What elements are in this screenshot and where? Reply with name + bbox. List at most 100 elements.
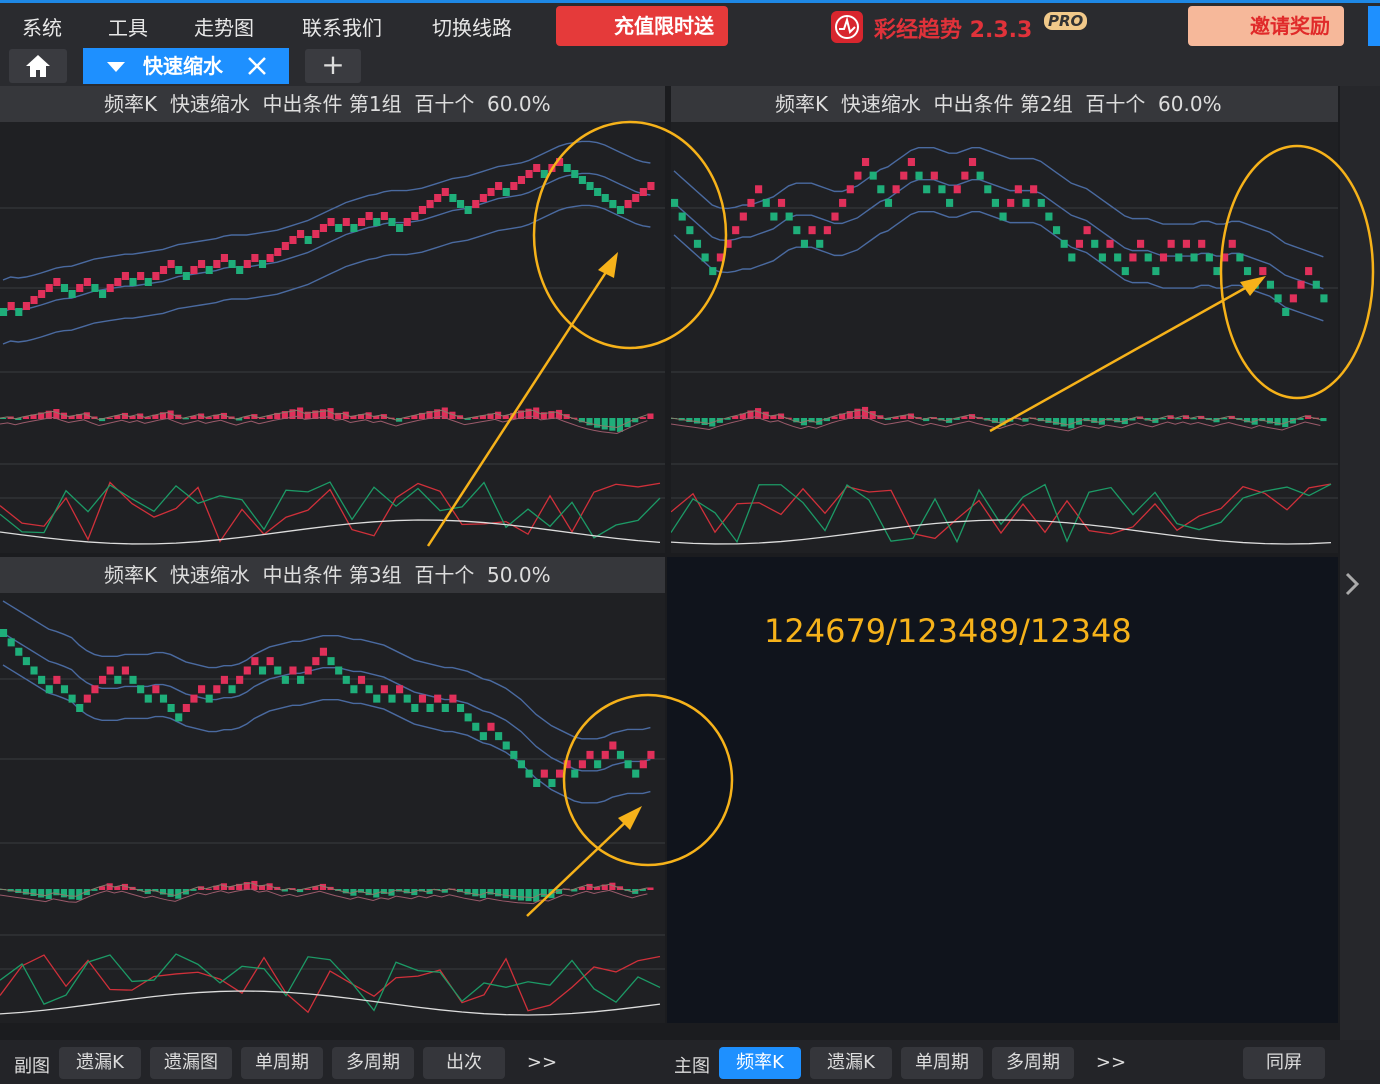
macd-bar (99, 886, 106, 890)
bar-button[interactable]: 遗漏图 (150, 1047, 232, 1079)
macd-bar (624, 889, 631, 891)
renko-box (38, 290, 46, 298)
macd-bar (350, 415, 357, 419)
bar-button[interactable]: 遗漏K (810, 1047, 892, 1079)
renko-box (258, 666, 267, 675)
macd-bar (586, 883, 593, 890)
renko-box (388, 218, 396, 226)
macd-bar (525, 408, 532, 419)
renko-box (167, 704, 175, 712)
renko-box (7, 638, 15, 647)
macd-bar (953, 418, 960, 420)
bar-button[interactable]: 同屏 (1243, 1047, 1325, 1079)
macd-bar (1060, 418, 1067, 427)
renko-box (388, 694, 396, 703)
macd-bar (22, 889, 29, 895)
macd-bar (357, 414, 365, 419)
macd-bar (144, 417, 151, 419)
renko-box (1030, 185, 1038, 194)
renko-box (678, 212, 686, 221)
band-line (673, 211, 1324, 322)
macd-bar (114, 886, 121, 890)
renko-box (251, 657, 259, 666)
bar-button[interactable]: 遗漏K (59, 1047, 141, 1079)
macd-bar (373, 415, 380, 419)
renko-box (304, 666, 312, 675)
macd-bar (517, 889, 525, 901)
macd-bar (182, 418, 189, 420)
macd-bar (456, 889, 464, 893)
add-tab[interactable]: + (305, 49, 361, 83)
macd-bar (289, 409, 296, 419)
macd-bar (609, 882, 616, 890)
macd-bar (441, 407, 448, 419)
macd-bar (609, 418, 616, 431)
macd-bar (793, 418, 800, 423)
menu-item[interactable]: 走势图 (194, 16, 254, 40)
macd-bar (1159, 418, 1167, 420)
renko-box (403, 694, 411, 703)
renko-box (159, 694, 168, 703)
bar-button-active[interactable]: 频率K (719, 1047, 801, 1079)
menu-item[interactable]: 切换线路 (432, 16, 512, 40)
macd-bar (319, 883, 326, 890)
renko-box (900, 171, 908, 180)
macd-bar (342, 411, 349, 419)
menu-item[interactable]: 系统 (22, 16, 62, 40)
renko-box (418, 206, 427, 214)
bar-button[interactable]: 多周期 (992, 1047, 1074, 1079)
renko-box (563, 760, 571, 769)
renko-box (1152, 267, 1160, 276)
macd-bar (823, 418, 830, 422)
renko-box (716, 253, 724, 262)
renko-box (350, 224, 358, 232)
macd-bar (403, 417, 410, 419)
renko-box (106, 666, 114, 675)
invite-button[interactable]: 邀请奖励 (1188, 6, 1344, 46)
macd-bar (755, 408, 762, 419)
macd-bar (266, 883, 273, 890)
home-button[interactable] (9, 49, 67, 83)
active-tab[interactable]: 快速缩水 (83, 48, 289, 84)
renko-box (1312, 280, 1320, 289)
renko-box (517, 176, 526, 184)
renko-box (1259, 267, 1267, 276)
macd-bar (266, 415, 273, 419)
macd-bar (1083, 418, 1090, 422)
renko-box (502, 741, 510, 750)
renko-box (869, 171, 877, 180)
renko-box (907, 158, 915, 166)
macd-bar (1274, 418, 1281, 426)
menu-item[interactable]: 工具 (108, 16, 148, 40)
renko-box (1068, 253, 1076, 262)
macd-bar (220, 883, 227, 890)
macd-bar (304, 411, 311, 419)
renko-box (159, 266, 168, 274)
renko-box (464, 206, 472, 214)
renko-box (137, 685, 145, 694)
bar-button[interactable]: >> (1095, 1052, 1127, 1073)
promo-button[interactable]: 充值限时送 (556, 6, 728, 46)
macd-bar (434, 409, 441, 419)
bar-button[interactable]: 出次 (423, 1047, 505, 1079)
renko-box (1282, 308, 1290, 316)
tab-close[interactable] (247, 56, 267, 76)
macd-bar (121, 412, 128, 419)
macd-bar (586, 418, 593, 426)
macd-bar (137, 889, 144, 891)
bar-button[interactable]: >> (526, 1052, 558, 1073)
renko-box (373, 694, 381, 703)
bar-button[interactable]: 单周期 (901, 1047, 983, 1079)
bar-button[interactable]: 单周期 (241, 1047, 323, 1079)
side-arrow[interactable] (1342, 570, 1362, 598)
renko-box (15, 647, 23, 656)
renko-box (167, 260, 175, 268)
macd-bar (639, 417, 646, 419)
renko-box (342, 218, 350, 226)
menu-item[interactable]: 联系我们 (302, 16, 382, 40)
bar-button[interactable]: 多周期 (332, 1047, 414, 1079)
macd-bar (510, 889, 517, 900)
renko-box (930, 171, 938, 180)
macd-bar (60, 889, 68, 898)
